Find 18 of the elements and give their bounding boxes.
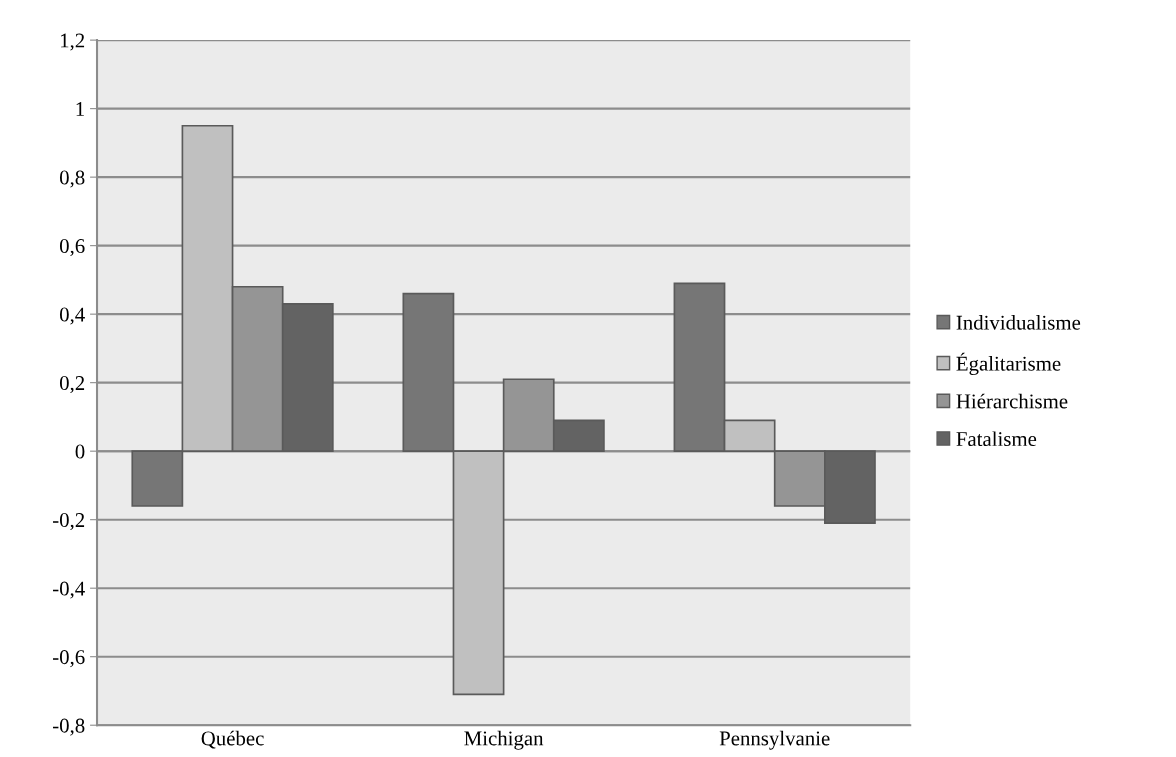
y-tick-label: -0,8 xyxy=(53,718,85,736)
legend-label: Fatalisme xyxy=(956,431,1037,447)
y-tick-label: 0,2 xyxy=(59,376,85,394)
y-tick-label: 0 xyxy=(75,444,85,459)
y-tick-label: 1,2 xyxy=(61,33,85,51)
x-tick-label: Michigan xyxy=(464,730,544,750)
y-tick-label: -0,4 xyxy=(53,581,85,599)
legend-label: Hiérarchisme xyxy=(956,393,1068,409)
x-tick-label: Québec xyxy=(201,730,264,749)
y-tick-label: -0,6 xyxy=(53,650,85,668)
legend-label: Individualisme xyxy=(956,315,1081,330)
y-tick-label: -0,2 xyxy=(53,513,85,531)
y-tick-label: 0,4 xyxy=(59,307,85,325)
y-tick-label: 1 xyxy=(76,102,84,116)
y-tick-label: 0,8 xyxy=(59,170,85,188)
y-tick-label: 0,6 xyxy=(59,239,85,257)
x-tick-label: Pennsylvanie xyxy=(719,730,830,750)
legend-label: Égalitarisme xyxy=(956,352,1061,375)
